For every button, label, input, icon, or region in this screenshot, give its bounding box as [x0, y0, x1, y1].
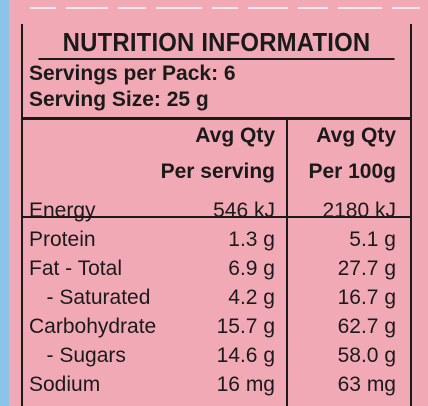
table-divider: [23, 216, 410, 218]
nutrient-label: Sodium: [29, 373, 101, 396]
column-divider: [286, 120, 288, 406]
per-serving-value: 6.9 g: [228, 257, 275, 280]
per-serving-value: 546 kJ: [213, 199, 275, 222]
nutrition-panel: NUTRITION INFORMATION Servings per Pack:…: [21, 24, 412, 406]
serving-size: Serving Size: 25 g: [29, 88, 209, 111]
per-100g-value: 62.7 g: [337, 315, 396, 338]
table-row: Sodium 16 mg 63 mg: [23, 370, 410, 399]
servings-per-pack: Servings per Pack: 6: [29, 62, 236, 85]
nutrient-label: Protein: [29, 228, 96, 251]
nutrient-label: - Sugars: [29, 344, 126, 367]
table-row: - Sugars 14.6 g 58.0 g: [23, 341, 410, 370]
per-serving-value: 15.7 g: [216, 315, 275, 338]
col-per-100g-line1: Avg Qty: [316, 124, 396, 147]
table-row: Carbohydrate 15.7 g 62.7 g: [23, 312, 410, 341]
per-100g-value: 58.0 g: [337, 344, 396, 367]
nutrient-label: Energy: [29, 199, 96, 222]
nutrient-label: Carbohydrate: [29, 315, 157, 338]
nutrient-label: - Saturated: [29, 286, 151, 309]
per-100g-value: 63 mg: [337, 373, 396, 396]
table-row: Fat - Total 6.9 g 27.7 g: [23, 254, 410, 283]
panel-title: NUTRITION INFORMATION: [38, 24, 395, 60]
col-per-serving-line2: Per serving: [160, 160, 275, 183]
per-serving-value: 1.3 g: [228, 228, 275, 251]
per-100g-value: 5.1 g: [349, 228, 396, 251]
table-row: Protein 1.3 g 5.1 g: [23, 225, 410, 254]
per-serving-value: 14.6 g: [216, 344, 275, 367]
per-serving-value: 16 mg: [216, 373, 275, 396]
nutrient-label: Fat - Total: [29, 257, 122, 280]
per-100g-value: 16.7 g: [337, 286, 396, 309]
col-per-100g-line2: Per 100g: [308, 160, 396, 183]
per-100g-value: 2180 kJ: [322, 199, 396, 222]
table-row: Energy 546 kJ 2180 kJ: [23, 196, 410, 225]
blue-border-stripe: [0, 0, 9, 406]
table-row: - Saturated 4.2 g 16.7 g: [23, 283, 410, 312]
per-serving-value: 4.2 g: [228, 286, 275, 309]
dashed-trim: [0, 0, 428, 22]
per-100g-value: 27.7 g: [337, 257, 396, 280]
header-divider: [23, 117, 410, 120]
col-per-serving-line1: Avg Qty: [195, 124, 275, 147]
